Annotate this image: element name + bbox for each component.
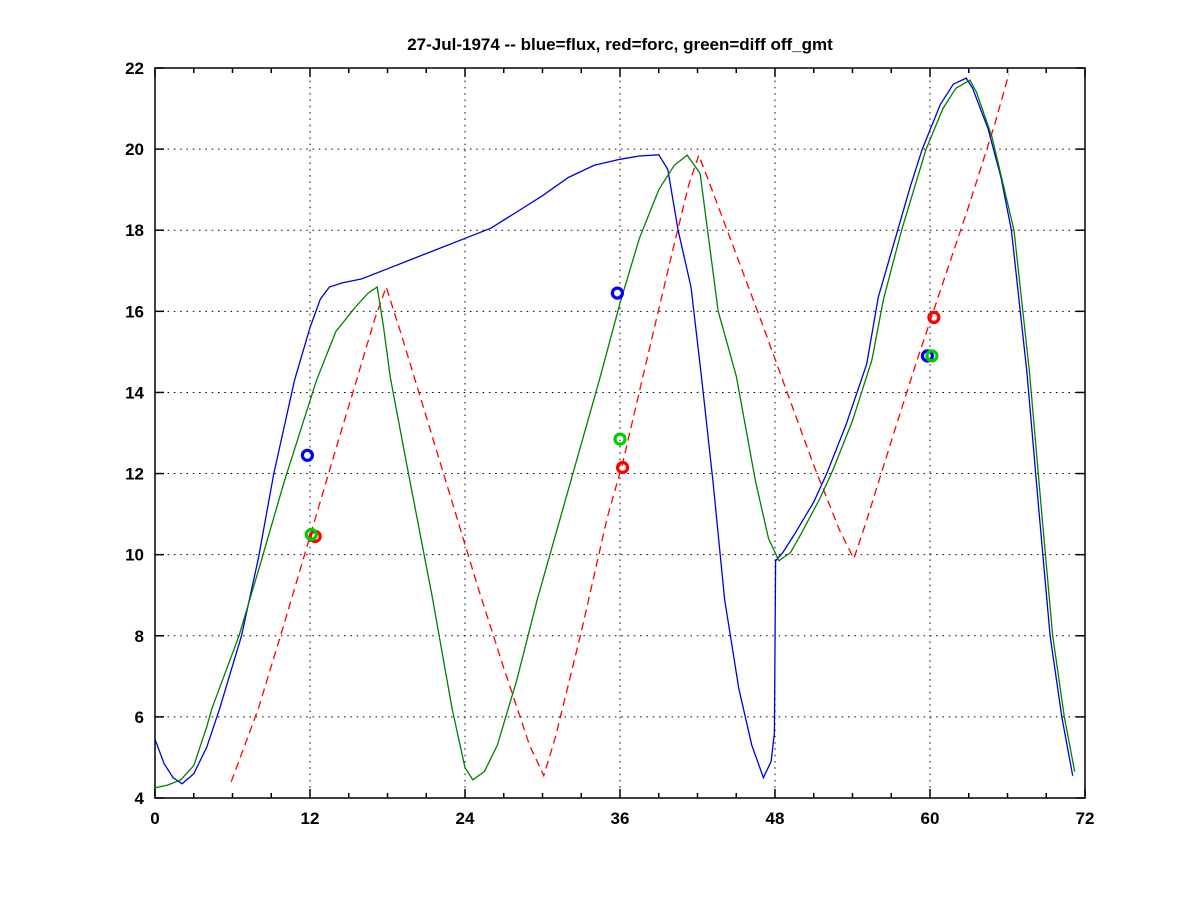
chart-title: 27-Jul-1974 -- blue=flux, red=forc, gree…	[407, 35, 833, 54]
y-tick-label: 6	[135, 708, 144, 727]
marker-flux	[610, 286, 625, 300]
y-tick-label: 22	[125, 59, 144, 78]
series-flux-line	[154, 77, 1074, 785]
marker-flux	[920, 349, 935, 363]
gridlines	[155, 68, 1085, 798]
y-tick-label: 8	[135, 627, 144, 646]
x-tick-label: 36	[611, 809, 630, 828]
marker-forc	[927, 310, 941, 324]
y-tick-label: 16	[125, 302, 144, 321]
data-point-markers	[300, 286, 941, 544]
x-tick-label: 12	[301, 809, 320, 828]
marker-forc	[615, 460, 630, 475]
marker-diff	[613, 432, 627, 446]
x-tick-label: 60	[921, 809, 940, 828]
series-diff-line	[154, 79, 1076, 789]
y-tick-label: 12	[125, 465, 144, 484]
x-tick-label: 24	[456, 809, 475, 828]
tick-labels: 0 12 24 36 48 60 72 4 6 8 10 12 14 16 18 20 22	[125, 59, 1094, 828]
x-tick-label: 48	[766, 809, 785, 828]
marker-diff	[925, 349, 939, 363]
y-tick-label: 18	[125, 221, 144, 240]
y-tick-label: 10	[125, 546, 144, 565]
y-tick-label: 20	[125, 140, 144, 159]
marker-flux	[300, 448, 314, 462]
y-tick-label: 4	[135, 789, 145, 808]
x-tick-label: 0	[150, 809, 159, 828]
series-lines	[154, 73, 1076, 789]
marker-diff	[304, 527, 318, 542]
x-tick-label: 72	[1076, 809, 1095, 828]
y-tick-label: 14	[125, 383, 144, 402]
axes-box	[154, 67, 1086, 799]
